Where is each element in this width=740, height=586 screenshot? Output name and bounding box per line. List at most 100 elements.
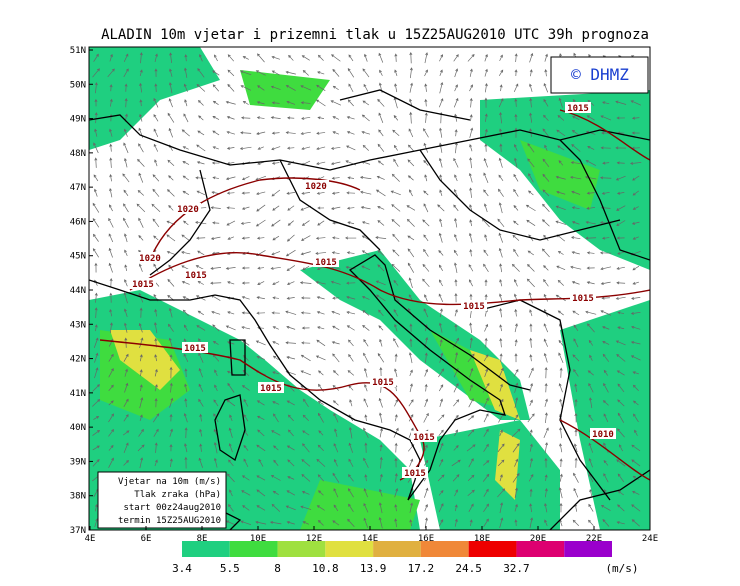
wind-arrow	[453, 399, 460, 407]
wind-arrow	[439, 398, 444, 408]
wind-arrow	[330, 280, 341, 285]
wind-arrow	[184, 99, 188, 107]
wind-arrow	[181, 129, 190, 137]
wind-arrow	[256, 296, 265, 300]
wind-arrow	[153, 97, 159, 108]
wind-arrow	[453, 337, 459, 348]
wind-arrow	[287, 161, 295, 166]
wind-arrow	[226, 220, 236, 226]
wind-arrow	[332, 116, 340, 120]
wind-arrow	[408, 128, 414, 138]
wind-arrow	[227, 281, 235, 285]
wind-arrow	[331, 251, 340, 255]
wind-arrow	[94, 157, 98, 168]
wind-arrow	[483, 428, 489, 437]
wind-arrow	[241, 176, 250, 181]
wind-arrow	[272, 355, 279, 361]
wind-arrow	[499, 383, 503, 392]
wind-arrow	[589, 397, 593, 409]
wind-arrow	[499, 54, 503, 62]
wind-arrow	[587, 145, 595, 150]
wind-arrow	[301, 116, 311, 120]
wind-arrow	[602, 400, 609, 406]
wind-arrow	[257, 415, 265, 421]
lon-label: 22E	[586, 534, 602, 544]
wind-arrow	[286, 146, 295, 150]
wind-arrow	[198, 383, 204, 392]
wind-arrow	[360, 206, 371, 210]
wind-arrow	[154, 459, 158, 467]
legend-label: 32.7	[503, 562, 530, 575]
wind-arrow	[334, 428, 338, 438]
wind-arrow	[199, 443, 203, 452]
wind-arrow	[212, 84, 220, 92]
wind-arrow	[364, 474, 368, 482]
wind-arrow	[438, 232, 443, 243]
wind-arrow	[378, 112, 384, 123]
wind-arrow	[544, 144, 548, 151]
wind-arrow	[109, 157, 113, 168]
wind-arrow	[109, 308, 113, 317]
wind-arrow	[454, 504, 458, 512]
wind-arrow	[424, 98, 428, 107]
wind-arrow	[361, 265, 371, 271]
wind-arrow	[183, 83, 188, 92]
wind-arrow	[526, 219, 536, 226]
wind-arrow	[94, 82, 98, 94]
wind-arrow	[331, 310, 341, 315]
wind-arrow	[451, 459, 461, 467]
wind-arrow	[439, 81, 444, 94]
wind-arrow	[394, 504, 398, 512]
wind-arrow	[511, 263, 520, 272]
wind-arrow	[407, 175, 414, 181]
wind-arrow	[394, 414, 398, 422]
wind-arrow	[138, 428, 144, 437]
wind-arrow	[556, 190, 566, 195]
wind-arrow	[482, 460, 490, 466]
wind-arrow	[454, 113, 458, 122]
wind-arrow	[285, 249, 296, 257]
wind-arrow	[454, 518, 458, 527]
wind-arrow	[92, 233, 99, 242]
wind-arrow	[377, 98, 385, 107]
wind-arrow	[570, 236, 581, 240]
wind-arrow	[301, 326, 310, 330]
wind-arrow	[272, 205, 280, 211]
lat-label: 39N	[70, 457, 86, 467]
wind-arrow	[514, 308, 518, 317]
wind-arrow	[599, 176, 612, 180]
wind-arrow	[499, 128, 503, 137]
wind-arrow	[600, 146, 611, 150]
wind-arrow	[377, 264, 385, 272]
wind-arrow	[181, 280, 190, 285]
wind-arrow	[198, 457, 203, 468]
wind-arrow	[469, 367, 474, 378]
wind-arrow	[586, 251, 595, 255]
wind-arrow	[407, 248, 415, 258]
wind-arrow	[452, 474, 460, 482]
wind-arrow	[270, 116, 281, 120]
wind-arrow	[603, 459, 609, 466]
legend-label: 17.2	[408, 562, 435, 575]
wind-arrow	[424, 398, 429, 407]
wind-arrow	[439, 189, 443, 197]
wind-arrow	[182, 161, 190, 165]
wind-arrow	[602, 101, 610, 105]
wind-arrow	[287, 116, 295, 120]
wind-arrow	[543, 338, 548, 347]
wind-arrow	[438, 142, 443, 153]
wind-arrow	[330, 100, 342, 106]
wind-arrow	[184, 54, 188, 62]
wind-arrow	[574, 398, 578, 407]
wind-arrow	[453, 97, 459, 108]
wind-arrow	[228, 459, 234, 467]
wind-arrow	[108, 247, 113, 258]
wind-arrow	[196, 161, 205, 165]
wind-arrow	[601, 296, 610, 300]
wind-arrow	[332, 400, 339, 406]
wind-arrow	[571, 281, 580, 285]
wind-arrow	[454, 489, 458, 497]
wind-arrow	[166, 234, 176, 242]
wind-arrow	[499, 502, 504, 514]
wind-arrow	[631, 221, 640, 225]
